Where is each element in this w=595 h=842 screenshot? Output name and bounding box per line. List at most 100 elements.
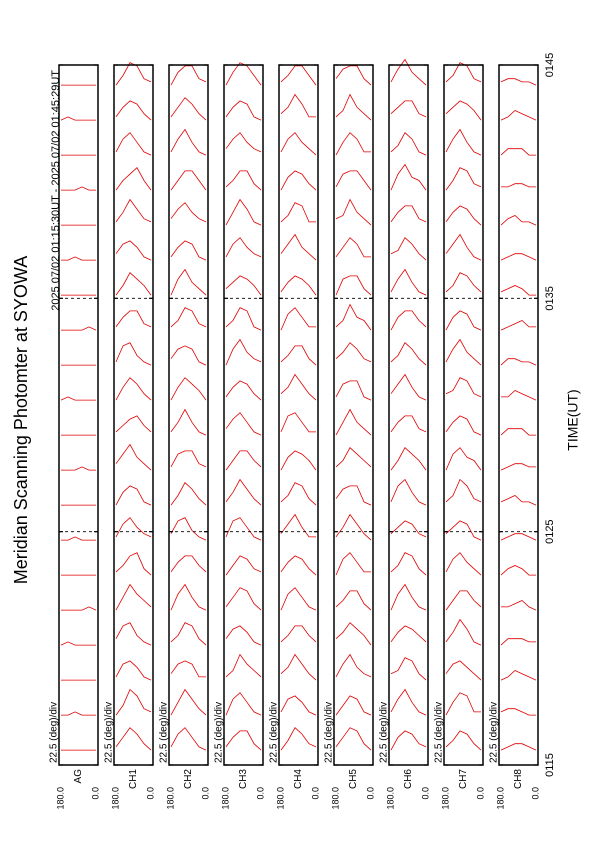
y-tick-label: 0.0 — [530, 787, 540, 800]
scan-trace — [225, 380, 262, 401]
y-tick-label: 0.0 — [475, 787, 485, 800]
scan-trace — [170, 622, 207, 646]
scan-trace — [225, 100, 262, 121]
scan-trace — [445, 272, 482, 293]
y-tick-label: 0.0 — [200, 787, 210, 800]
scan-trace — [500, 670, 537, 681]
scan-trace — [335, 695, 372, 716]
scan-trace — [335, 513, 372, 541]
scan-trace — [445, 338, 482, 366]
scan-trace — [280, 93, 316, 118]
scan-trace — [500, 743, 537, 751]
scan-trace — [115, 485, 152, 506]
scan-trace — [500, 463, 536, 471]
scan-trace — [170, 408, 207, 436]
channel-label: CH3 — [238, 769, 249, 789]
y-tick-label: 180.0 — [495, 787, 505, 810]
scan-trace — [500, 565, 536, 576]
scan-trace — [445, 205, 482, 226]
panel-frame — [168, 64, 209, 766]
scan-trace — [280, 727, 317, 751]
scan-trace — [280, 373, 317, 401]
scan-trace — [501, 600, 537, 611]
panel-scale: 22.5 (deg)/div — [269, 702, 280, 763]
scan-trace — [115, 272, 152, 296]
y-tick-label: 0.0 — [420, 787, 430, 800]
scan-trace — [225, 170, 262, 191]
scan-trace — [390, 132, 427, 156]
scan-trace — [445, 692, 481, 716]
channel-label: CH1 — [128, 769, 139, 789]
scan-trace — [170, 128, 207, 156]
scan-trace — [390, 310, 427, 331]
rotated-plot: Meridian Scanning Photomter at SYOWA 202… — [11, 53, 581, 810]
scan-trace — [335, 198, 372, 226]
scan-trace — [225, 450, 262, 471]
scan-trace — [280, 65, 317, 86]
scan-trace — [225, 132, 262, 153]
panel-frame — [223, 64, 264, 766]
scan-trace — [225, 730, 262, 751]
scan-trace — [335, 727, 372, 751]
scan-trace — [115, 415, 152, 433]
scan-trace — [500, 428, 536, 436]
channel-label: CH8 — [513, 769, 524, 789]
channel-label: CH2 — [183, 769, 194, 789]
y-tick-label: 0.0 — [365, 787, 375, 800]
scan-trace — [61, 606, 97, 611]
x-tick-label: 0125 — [544, 519, 556, 543]
scan-trace — [390, 58, 427, 86]
scan-trace — [390, 237, 427, 261]
scan-trace — [115, 517, 152, 538]
scan-trace — [225, 338, 262, 366]
scan-trace — [390, 100, 427, 118]
scan-trace — [335, 237, 371, 258]
y-tick-label: 0.0 — [145, 787, 155, 800]
scan-trace — [115, 660, 152, 681]
panel-frame — [443, 64, 484, 766]
channel-label: AG — [73, 769, 84, 784]
scan-trace — [115, 342, 152, 366]
scan-trace — [225, 237, 262, 258]
scan-trace — [60, 116, 96, 121]
y-tick-label: 180.0 — [440, 787, 450, 810]
x-tick-label: 0145 — [544, 53, 556, 77]
scan-trace — [61, 256, 96, 261]
scan-trace — [335, 447, 372, 468]
panel-scale: 22.5 (deg)/div — [104, 702, 115, 763]
scan-trace — [445, 310, 482, 331]
scan-trace — [390, 625, 427, 643]
scan-trace — [445, 128, 482, 156]
scan-trace — [280, 587, 317, 611]
scan-trace — [115, 310, 152, 328]
y-tick-label: 180.0 — [165, 787, 175, 810]
scan-trace — [170, 202, 207, 223]
scan-trace — [170, 688, 207, 716]
scan-trace — [445, 520, 482, 541]
scan-trace — [445, 415, 482, 436]
scan-trace — [500, 320, 536, 331]
scan-trace — [61, 536, 96, 541]
scan-trace — [445, 618, 482, 646]
scan-trace — [115, 240, 152, 261]
scan-trace — [170, 268, 207, 296]
scan-trace — [280, 345, 317, 366]
y-tick-label: 0.0 — [90, 787, 100, 800]
panel-frame — [113, 64, 154, 766]
scan-trace — [445, 552, 482, 576]
panel-frame — [333, 64, 374, 766]
y-tick-label: 180.0 — [385, 787, 395, 810]
scan-trace — [445, 447, 482, 471]
scan-trace — [335, 93, 372, 121]
scan-trace — [390, 447, 427, 471]
scan-trace — [445, 590, 482, 611]
panel-scale: 22.5 (deg)/div — [489, 702, 500, 763]
scan-trace — [225, 555, 262, 576]
scan-trace — [280, 555, 317, 576]
channel-label: CH7 — [458, 769, 469, 789]
scan-trace — [225, 478, 262, 506]
x-tick-label: 0115 — [544, 753, 556, 777]
scan-trace — [225, 625, 262, 646]
y-tick-label: 180.0 — [275, 787, 285, 810]
scan-trace — [170, 97, 207, 121]
